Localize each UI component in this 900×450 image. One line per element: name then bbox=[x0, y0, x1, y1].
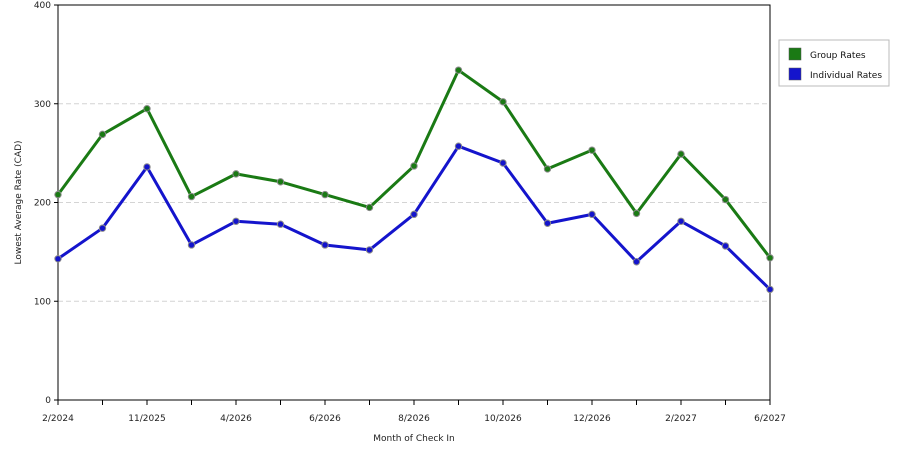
y-axis-title: Lowest Average Rate (CAD) bbox=[14, 140, 24, 264]
data-point bbox=[632, 209, 641, 218]
legend-label: Group Rates bbox=[810, 51, 866, 61]
data-point bbox=[632, 258, 641, 266]
y-tick-label: 200 bbox=[34, 199, 51, 209]
x-tick-label: 12/2026 bbox=[573, 414, 611, 424]
data-point bbox=[410, 210, 418, 219]
data-point bbox=[54, 255, 62, 263]
data-point bbox=[365, 203, 374, 212]
x-tick-label: 11/2025 bbox=[128, 414, 165, 424]
data-point bbox=[766, 285, 774, 294]
data-point bbox=[321, 190, 329, 199]
data-point bbox=[766, 254, 774, 262]
data-point bbox=[143, 163, 151, 171]
data-point bbox=[232, 170, 240, 178]
data-point bbox=[543, 219, 552, 227]
data-point bbox=[321, 241, 329, 249]
data-point bbox=[98, 224, 107, 232]
y-tick-label: 400 bbox=[34, 1, 51, 11]
x-tick-label: 4/2026 bbox=[220, 414, 252, 424]
legend-swatch bbox=[788, 47, 802, 61]
data-point bbox=[588, 146, 596, 154]
data-point bbox=[410, 162, 418, 170]
legend-label: Individual Rates bbox=[810, 71, 882, 81]
data-point bbox=[721, 242, 730, 250]
legend-swatch bbox=[788, 67, 802, 81]
y-tick-label: 100 bbox=[34, 297, 51, 307]
x-tick-label: 2/2024 bbox=[42, 414, 74, 424]
x-tick-label: 8/2026 bbox=[398, 414, 430, 424]
data-point bbox=[588, 210, 596, 219]
data-point bbox=[721, 195, 730, 204]
data-point bbox=[454, 66, 463, 74]
data-point bbox=[143, 104, 151, 113]
data-point bbox=[98, 130, 107, 139]
x-tick-label: 2/2027 bbox=[665, 414, 697, 424]
data-point bbox=[232, 217, 240, 225]
data-point bbox=[499, 98, 507, 106]
legend: Group Rates Individual Rates bbox=[778, 39, 890, 87]
y-tick-label: 300 bbox=[34, 100, 51, 110]
series-lines bbox=[54, 66, 774, 294]
data-point bbox=[187, 192, 196, 201]
data-point bbox=[454, 142, 463, 150]
data-point bbox=[677, 150, 685, 158]
x-axis-title: Month of Check In bbox=[373, 434, 455, 444]
data-point bbox=[276, 220, 285, 228]
x-axis-ticks: 2/2024 11/2025 4/2026 6/2026 8/2026 10/2026 12… bbox=[42, 400, 786, 424]
data-point bbox=[499, 159, 507, 167]
data-point bbox=[54, 190, 62, 199]
y-tick-label: 0 bbox=[45, 396, 51, 406]
x-tick-label: 10/2026 bbox=[484, 414, 522, 424]
y-axis-ticks: 0 100 200 300 400 bbox=[34, 1, 58, 406]
grid-lines bbox=[58, 103, 770, 302]
data-point bbox=[276, 178, 285, 186]
data-point bbox=[365, 246, 374, 254]
data-point bbox=[677, 217, 685, 225]
x-tick-label: 6/2027 bbox=[754, 414, 786, 424]
x-tick-label: 6/2026 bbox=[309, 414, 341, 424]
data-point bbox=[187, 241, 196, 249]
data-point bbox=[543, 165, 552, 173]
